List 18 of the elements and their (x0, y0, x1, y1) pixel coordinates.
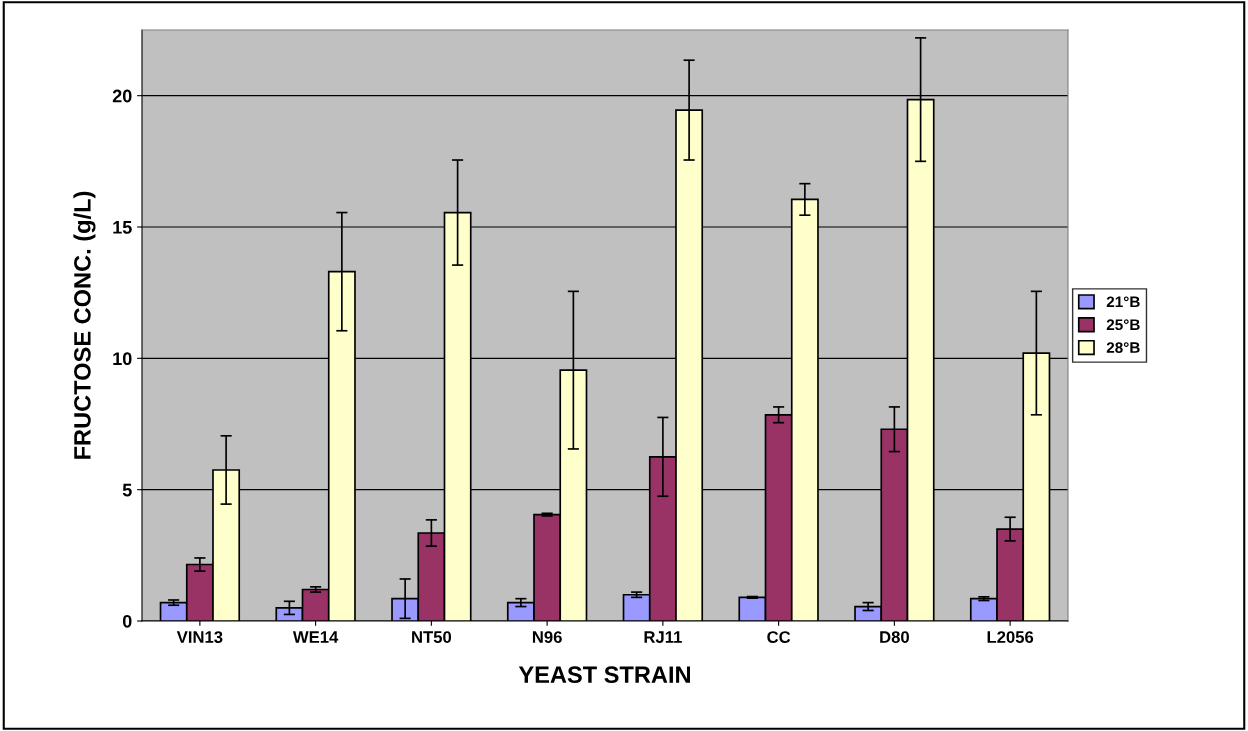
x-axis-title: YEAST STRAIN (518, 666, 690, 684)
x-tick-label: WE14 (292, 631, 339, 643)
x-tick-label: CC (767, 631, 791, 643)
y-tick-label: 0 (122, 614, 132, 628)
x-tick-label: D80 (880, 631, 909, 643)
x-tick-label: VIN13 (176, 631, 223, 643)
legend-label: 21°B (1106, 296, 1140, 308)
x-tick-label: NT50 (412, 631, 452, 643)
y-tick-label: 20 (112, 89, 132, 103)
legend-label: 25°B (1106, 319, 1140, 331)
y-tick-label: 10 (113, 352, 132, 366)
x-tick-label: RJ11 (644, 631, 682, 643)
y-tick-label: 15 (113, 221, 132, 234)
y-tick-label: 5 (122, 483, 132, 497)
legend-label: 28°B (1106, 342, 1140, 353)
y-axis-title: FRUCTOSE CONC. (g/L) (73, 191, 96, 459)
x-tick-label: N96 (532, 631, 562, 643)
x-tick-label: L2056 (987, 631, 1034, 643)
